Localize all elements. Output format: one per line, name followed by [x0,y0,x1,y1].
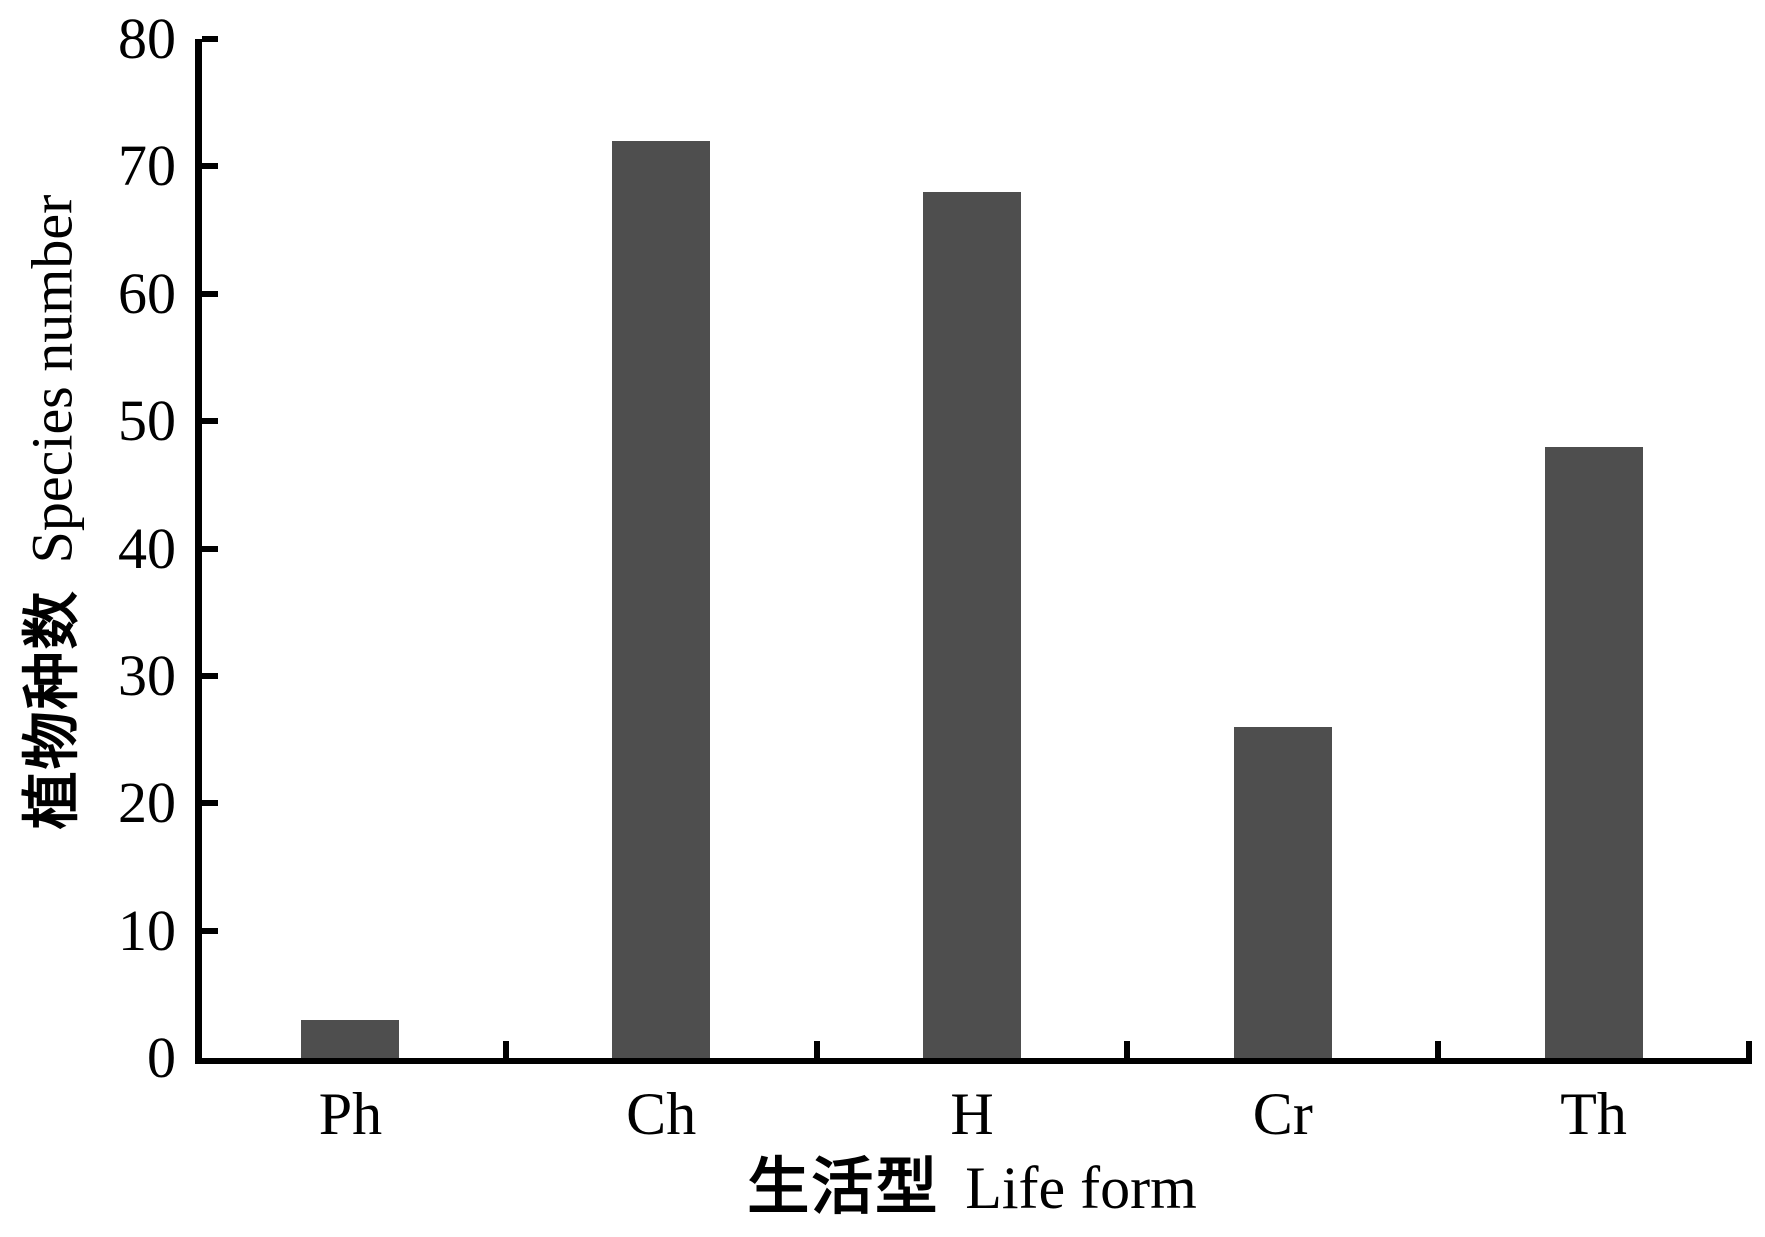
y-tick-label-10: 10 [118,897,176,963]
y-axis-tick-50 [202,418,218,425]
x-tick-label-Cr: Cr [1252,1081,1313,1147]
x-tick-label-Ph: Ph [318,1081,383,1147]
x-axis-line [195,1058,1752,1064]
y-tick-label-50: 50 [118,388,176,454]
bar-H [923,191,1021,1058]
x-axis-tick [502,1041,509,1058]
y-axis-tick-80 [202,36,218,42]
x-tick-label-H: H [950,1081,994,1147]
bar-Ph [301,1019,400,1058]
y-tick-label-60: 60 [118,260,176,326]
x-tick-label-Th: Th [1560,1081,1627,1147]
y-axis-title: 植物种数 Species number [18,194,86,830]
bar-Ch [612,140,711,1058]
bar-Th [1544,446,1643,1058]
y-axis-tick-70 [202,163,218,170]
y-axis-tick-60 [202,290,218,297]
x-axis-title-chinese: 生活型 [747,1150,940,1223]
y-axis-tick-30 [202,672,218,679]
x-axis-tick [1435,1041,1442,1058]
y-tick-label-30: 30 [118,642,176,708]
bar-Cr [1233,726,1332,1058]
y-tick-label-0: 0 [147,1025,176,1090]
y-axis-tick-40 [202,545,218,552]
y-axis-tick-10 [202,927,218,934]
y-axis-title-english: Species number [19,194,85,564]
x-axis-title: 生活型 Life form [747,1155,1197,1221]
y-tick-label-70: 70 [118,133,176,199]
x-tick-label-Ch: Ch [626,1081,697,1147]
x-axis-tick [813,1041,820,1058]
y-tick-label-80: 80 [118,6,176,71]
x-axis-tick [1124,1041,1131,1058]
y-axis-line [195,39,202,1064]
x-axis-title-english: Life form [965,1155,1197,1221]
y-tick-label-40: 40 [118,515,176,581]
y-axis-title-chinese: 植物种数 [17,589,86,830]
y-axis-tick-20 [202,800,218,807]
y-tick-label-20: 20 [118,770,176,836]
x-axis-tick [1746,1041,1752,1058]
